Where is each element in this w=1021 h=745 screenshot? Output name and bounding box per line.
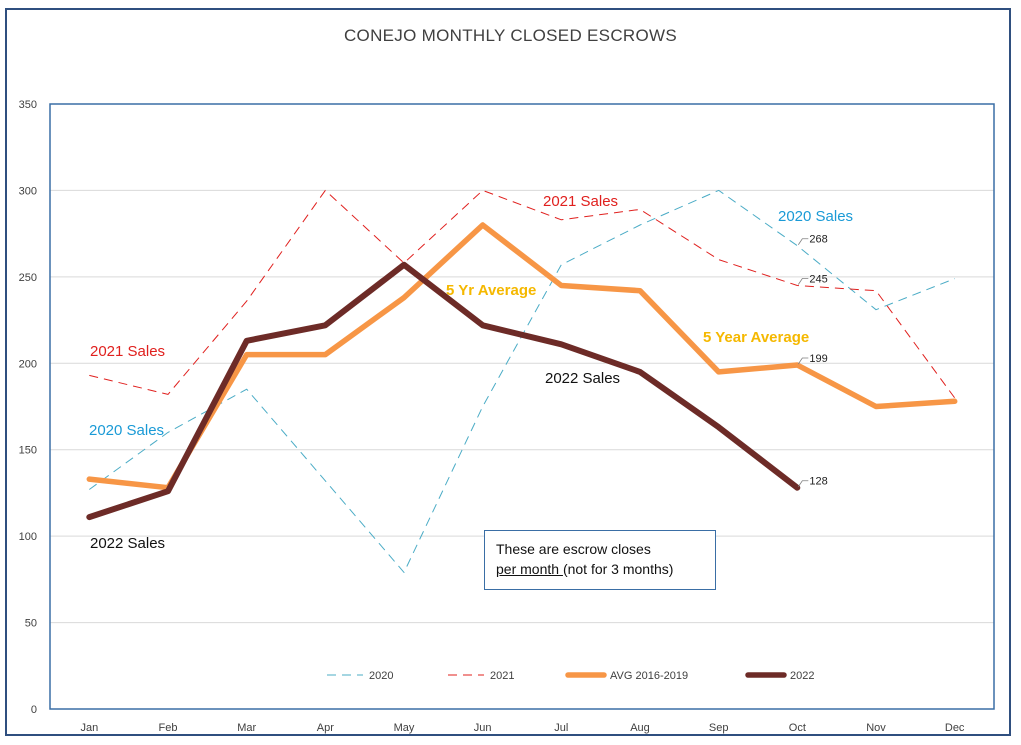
x-tick-label: Mar [237, 722, 256, 734]
x-tick-label: Sep [709, 722, 729, 734]
chart-frame [5, 8, 1011, 736]
legend-label: AVG 2016-2019 [610, 670, 688, 682]
x-tick-label: Jan [80, 722, 98, 734]
x-tick-label: May [394, 722, 415, 734]
annotation-label: 5 Year Average [703, 329, 809, 346]
x-tick-label: Oct [789, 722, 806, 734]
x-tick-label: Feb [159, 722, 178, 734]
x-tick-label: Jul [554, 722, 568, 734]
note-box: These are escrow closes per month (not f… [484, 530, 716, 590]
x-tick-label: Apr [317, 722, 334, 734]
data-label-leader [798, 278, 809, 285]
annotation-label: 2022 Sales [545, 370, 620, 387]
chart-title: CONEJO MONTHLY CLOSED ESCROWS [343, 26, 677, 45]
legend-label: 2020 [369, 670, 393, 682]
y-tick-label: 100 [19, 531, 37, 543]
note-line-2: per month (not for 3 months) [496, 559, 715, 579]
annotation-label: 5 Yr Average [446, 282, 536, 299]
x-tick-label: Aug [630, 722, 650, 734]
data-label: 199 [809, 353, 827, 365]
y-tick-label: 50 [25, 618, 37, 630]
legend-label: 2021 [490, 670, 514, 682]
data-label-leader [798, 357, 809, 365]
annotation-label: 2020 Sales [89, 422, 164, 439]
y-tick-label: 150 [19, 445, 37, 457]
x-tick-label: Nov [866, 722, 886, 734]
series-line-2022 [86, 261, 801, 521]
y-tick-label: 250 [19, 272, 37, 284]
legend-label: 2022 [790, 670, 814, 682]
plot-area-border [49, 103, 995, 710]
series-line-avg-2016-2019 [86, 222, 958, 491]
y-tick-label: 350 [19, 99, 37, 111]
note-rest-text: (not for 3 months) [562, 561, 674, 577]
note-underlined-text: per month [496, 561, 563, 577]
data-label: 268 [809, 234, 827, 246]
x-tick-label: Jun [474, 722, 492, 734]
note-line-1: These are escrow closes [496, 541, 651, 557]
y-tick-label: 300 [19, 185, 37, 197]
annotation-label: 2022 Sales [90, 535, 165, 552]
data-label-leader [798, 480, 809, 487]
y-tick-label: 200 [19, 358, 37, 370]
data-label: 245 [809, 274, 827, 286]
y-tick-label: 0 [31, 704, 37, 716]
annotation-label: 2021 Sales [90, 343, 165, 360]
data-label-leader [798, 238, 809, 245]
series-line-2021 [89, 189, 956, 399]
annotation-label: 2020 Sales [778, 208, 853, 225]
data-label: 128 [809, 476, 827, 488]
annotation-label: 2021 Sales [543, 193, 618, 210]
x-tick-label: Dec [945, 722, 965, 734]
